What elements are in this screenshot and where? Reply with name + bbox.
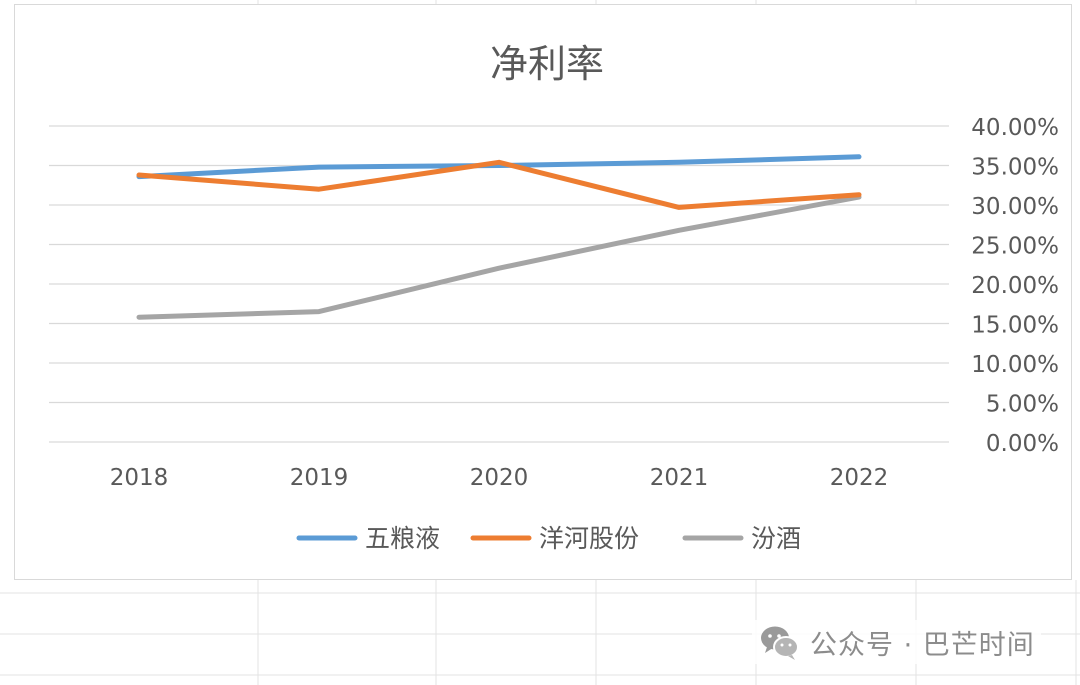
chart-area[interactable]: 净利率 40.00% 35.00% 30.00% 25.00% 20.00% 15.00%… — [14, 4, 1072, 580]
watermark-text: 公众号 · 巴芒时间 — [810, 629, 1035, 661]
y-tick-label: 5.00% — [986, 392, 1059, 418]
series-line-1[interactable] — [136, 154, 862, 180]
watermark: 公众号 · 巴芒时间 — [752, 620, 1041, 664]
y-tick-label: 25.00% — [971, 234, 1059, 260]
y-tick-label: 0.00% — [986, 431, 1059, 457]
y-tick-label: 10.00% — [971, 352, 1059, 378]
x-tick-label: 2022 — [830, 465, 889, 491]
x-tick-label: 2021 — [650, 465, 709, 491]
y-tick-label: 20.00% — [971, 273, 1059, 299]
legend-label: 洋河股份 — [539, 524, 639, 553]
y-tick-label: 15.00% — [971, 313, 1059, 339]
x-tick-label: 2020 — [470, 465, 529, 491]
legend-item[interactable]: 洋河股份 — [470, 524, 639, 553]
x-tick-label: 2019 — [290, 465, 349, 491]
legend-label: 五粮液 — [365, 524, 440, 553]
legend-label: 汾酒 — [751, 524, 801, 553]
chart-title: 净利率 — [490, 42, 604, 86]
y-tick-label: 30.00% — [971, 194, 1059, 220]
legend-item[interactable]: 五粮液 — [296, 524, 440, 553]
y-tick-label: 40.00% — [971, 115, 1059, 141]
series-line-2[interactable] — [136, 159, 862, 210]
legend-item[interactable]: 汾酒 — [682, 524, 801, 553]
x-tick-label: 2018 — [110, 465, 169, 491]
y-tick-label: 35.00% — [971, 155, 1059, 181]
line-chart: 净利率 40.00% 35.00% 30.00% 25.00% 20.00% 15.00%… — [49, 42, 1059, 553]
series-line-3[interactable] — [136, 194, 862, 320]
wechat-icon — [761, 626, 799, 660]
